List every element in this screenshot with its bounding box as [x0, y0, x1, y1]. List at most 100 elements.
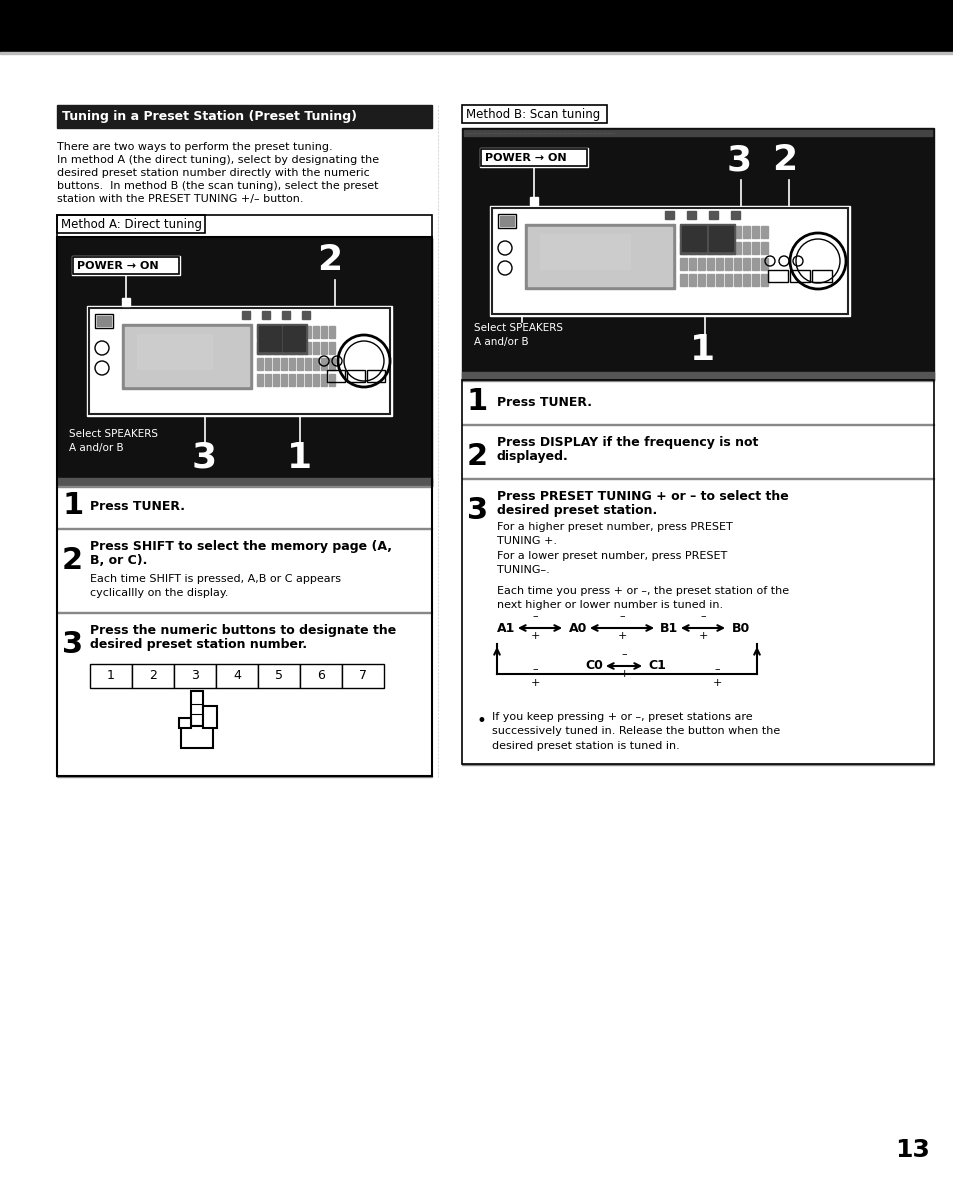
Bar [87, 306, 392, 416]
Bar [461, 380, 933, 764]
Bar [273, 325, 278, 339]
Text: 1: 1 [62, 491, 83, 521]
Bar [461, 105, 606, 123]
Bar [191, 691, 203, 726]
Bar [706, 226, 713, 238]
Text: Press the numeric buttons to designate the: Press the numeric buttons to designate t… [90, 623, 395, 637]
Bar [296, 358, 303, 370]
Bar [299, 664, 341, 688]
Bar [341, 664, 384, 688]
Bar [305, 342, 311, 354]
Text: +: + [530, 678, 539, 688]
Text: displayed.: displayed. [497, 451, 568, 462]
Text: A0: A0 [568, 621, 587, 634]
Bar [490, 206, 849, 316]
Text: desired preset station number directly with the numeric: desired preset station number directly w… [57, 168, 370, 178]
Text: 1: 1 [287, 441, 312, 474]
Bar [97, 316, 111, 325]
Bar [688, 226, 696, 238]
Bar [289, 325, 294, 339]
Text: 3: 3 [192, 441, 217, 474]
Bar [179, 718, 191, 728]
Bar [461, 372, 933, 380]
Text: 2: 2 [149, 670, 157, 683]
Bar [751, 226, 759, 238]
Text: +: + [530, 631, 539, 641]
Bar [273, 374, 278, 386]
Bar [733, 226, 740, 238]
Text: C0: C0 [584, 659, 602, 672]
Text: 1: 1 [467, 387, 488, 416]
Text: For a lower preset number, press PRESET: For a lower preset number, press PRESET [497, 551, 726, 561]
Bar [681, 226, 705, 252]
Bar [716, 257, 722, 271]
Bar [329, 342, 335, 354]
Bar [733, 242, 740, 254]
Bar [257, 664, 299, 688]
Bar [71, 256, 180, 275]
Text: A and/or B: A and/or B [69, 443, 124, 453]
Bar [724, 226, 731, 238]
Bar [256, 342, 263, 354]
Bar [767, 271, 787, 283]
Text: buttons.  In method B (the scan tuning), select the preset: buttons. In method B (the scan tuning), … [57, 181, 378, 191]
Bar [733, 274, 740, 286]
Text: •: • [476, 712, 486, 730]
Bar [57, 478, 432, 486]
Bar [256, 325, 263, 339]
Bar [688, 274, 696, 286]
Text: B0: B0 [731, 621, 749, 634]
Bar [258, 325, 281, 350]
Bar [329, 374, 335, 386]
Bar [499, 216, 514, 226]
Text: –: – [620, 648, 626, 659]
Bar [698, 274, 704, 286]
Text: desired preset station.: desired preset station. [497, 504, 657, 517]
Text: 3: 3 [726, 143, 751, 176]
Bar [215, 664, 257, 688]
Bar [320, 342, 327, 354]
Bar [313, 325, 318, 339]
Bar [273, 358, 278, 370]
Bar [708, 211, 718, 219]
Text: Tuning in a Preset Station (Preset Tuning): Tuning in a Preset Station (Preset Tunin… [62, 110, 356, 123]
Text: Each time SHIFT is pressed, A,B or C appears: Each time SHIFT is pressed, A,B or C app… [90, 575, 340, 584]
Bar [265, 374, 271, 386]
Bar [679, 226, 686, 238]
Text: Press DISPLAY if the frequency is not: Press DISPLAY if the frequency is not [497, 436, 758, 449]
Text: A1: A1 [497, 621, 515, 634]
Bar [716, 226, 722, 238]
Bar [329, 358, 335, 370]
Text: POWER → ON: POWER → ON [77, 261, 158, 271]
Bar [265, 358, 271, 370]
Bar [724, 257, 731, 271]
Bar [265, 325, 271, 339]
Text: +: + [618, 669, 628, 679]
Bar [716, 242, 722, 254]
Bar [497, 215, 516, 228]
Circle shape [337, 335, 390, 387]
Bar [492, 207, 847, 313]
Bar [90, 664, 132, 688]
Bar [706, 257, 713, 271]
Bar [708, 226, 732, 252]
Bar [724, 242, 731, 254]
Text: A and/or B: A and/or B [474, 337, 528, 347]
Bar [724, 274, 731, 286]
Text: C1: C1 [647, 659, 665, 672]
Bar [281, 325, 287, 339]
Text: Press SHIFT to select the memory page (A,: Press SHIFT to select the memory page (A… [90, 540, 392, 553]
Bar [57, 105, 432, 128]
Text: desired preset station number.: desired preset station number. [90, 638, 307, 651]
Bar [296, 325, 303, 339]
Text: +: + [617, 631, 626, 641]
Bar [89, 308, 390, 414]
Text: For a higher preset number, press PRESET: For a higher preset number, press PRESET [497, 522, 732, 532]
Text: POWER → ON: POWER → ON [484, 153, 566, 162]
Bar [367, 370, 385, 381]
Bar [760, 226, 767, 238]
Text: –: – [532, 664, 537, 673]
Bar [305, 358, 311, 370]
Bar [524, 224, 675, 288]
Bar [242, 311, 250, 319]
